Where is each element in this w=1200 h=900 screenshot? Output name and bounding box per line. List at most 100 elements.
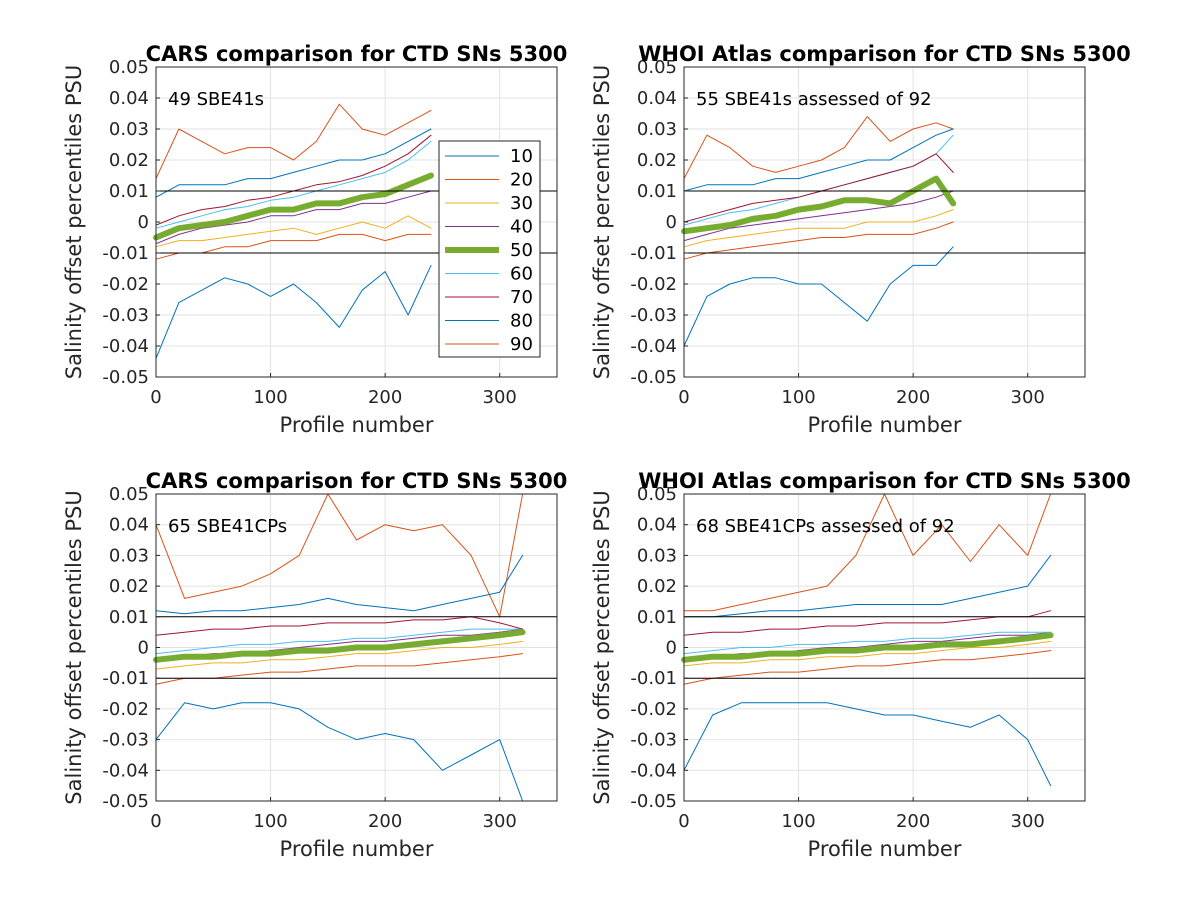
series-line-p60 [155,628,524,655]
panel-4: 0 100 200 300 -0.05 -0.04 -0.03 -0.02 -0.01 0 0.01… [590,469,1131,861]
series-line-p60 [155,140,432,229]
panel-annotation: 68 SBE41CPs assessed of 92 [696,516,955,537]
y-tick-label: -0.01 [102,668,149,689]
x-tick-label: 200 [368,811,402,832]
y-tick-label: -0.04 [630,760,677,781]
y-tick-label: -0.02 [102,699,149,720]
y-tick-label: -0.03 [102,305,149,326]
y-tick-label: 0.01 [637,181,677,202]
y-tick-label: -0.01 [102,243,149,264]
series-line-p80 [683,554,1052,618]
series-line-p60 [683,631,1052,655]
y-tick-label: 0.05 [109,484,149,505]
y-tick-label: 0.01 [637,607,677,628]
y-tick-label: 0.04 [109,515,149,536]
series-line-p10 [683,246,954,347]
y-tick-label: 0 [666,212,677,233]
x-tick-label: 200 [896,811,930,832]
y-tick-label: -0.02 [102,274,149,295]
y-tick-label: 0.02 [637,576,677,597]
legend-label-p90: 90 [510,334,533,355]
series-line-p30 [155,640,524,670]
y-tick-label: -0.03 [102,730,149,751]
y-tick-label: 0.04 [637,88,677,109]
y-tick-label: -0.04 [102,336,149,357]
y-tick-label: -0.04 [102,760,149,781]
y-tick-label: -0.01 [630,243,677,264]
y-tick-label: -0.04 [630,336,677,357]
chart-title: WHOI Atlas comparison for CTD SNs 5300 [638,469,1131,493]
y-tick-label: 0.03 [109,119,149,140]
legend-label-p50: 50 [510,240,533,261]
series-line-p20 [155,493,524,618]
panels: 0 100 200 300-0.05-0.04-0.03-0.02-0.0100.01… [62,42,1131,861]
x-axis-label: Profile number [808,837,962,861]
series-line-p70 [683,610,1052,636]
y-axis-label: Salinity offset percentiles PSU [590,490,614,804]
y-tick-label: 0 [138,638,149,659]
series-line-p40 [155,190,432,245]
x-tick-label: 300 [1011,387,1045,408]
legend-label-p10: 10 [510,146,533,167]
x-tick-label: 100 [253,387,287,408]
x-tick-label: 100 [781,811,815,832]
x-axis-label: Profile number [280,837,434,861]
legend-label-p80: 80 [510,311,533,332]
chart-title: WHOI Atlas comparison for CTD SNs 5300 [638,42,1131,66]
x-tick-label: 200 [896,387,930,408]
y-tick-label: 0.03 [637,119,677,140]
y-tick-label: 0.02 [637,150,677,171]
y-tick-label: 0.05 [637,57,677,78]
legend-label-p40: 40 [510,217,533,238]
x-tick-label: 300 [483,387,517,408]
legend-label-p60: 60 [510,264,533,285]
series-line-p30 [155,215,432,248]
x-tick-label: 300 [483,811,517,832]
series-line-p10 [683,702,1052,787]
series-line-p10 [155,702,524,802]
y-tick-label: -0.02 [630,699,677,720]
series-line-p20 [683,116,954,180]
panel-annotation: 49 SBE41s [168,89,264,110]
y-tick-label: -0.01 [630,668,677,689]
y-tick-label: 0 [138,212,149,233]
y-axis-label: Salinity offset percentiles PSU [62,490,86,804]
series-line-p90 [683,221,954,260]
x-tick-label: 0 [678,387,689,408]
y-tick-label: -0.05 [630,367,677,388]
series-line-p90 [155,653,524,685]
panel-2: 0 100 200 300 -0.05 -0.04 -0.03 -0.02 -0.01 0 0.01… [590,42,1131,437]
series-line-p50 [681,632,1054,663]
y-tick-label: 0 [666,638,677,659]
series-line-p70 [155,616,524,636]
y-tick-label: 0.01 [109,607,149,628]
x-axis-label: Profile number [280,413,434,437]
y-tick-label: 0.04 [109,88,149,109]
y-tick-label: 0.04 [637,515,677,536]
y-tick-label: 0.03 [637,545,677,566]
series-line-p80 [155,128,432,198]
y-tick-label: -0.02 [630,274,677,295]
legend-label-p20: 20 [510,170,533,191]
chart-title: CARS comparison for CTD SNs 5300 [146,469,568,493]
y-tick-label: -0.05 [630,791,677,812]
y-axis-label: Salinity offset percentiles PSU [590,65,614,379]
x-tick-label: 200 [368,387,402,408]
series-line-p40 [683,190,954,242]
series-line-p90 [683,650,1052,685]
series-line-p20 [155,103,432,180]
series-line-p30 [683,209,954,248]
y-tick-label: -0.05 [102,367,149,388]
x-tick-label: 0 [150,811,161,832]
series-line-p80 [683,128,954,192]
series-line-p10 [155,264,432,359]
legend-label-p70: 70 [510,287,533,308]
y-tick-label: 0.05 [637,484,677,505]
series-line-p30 [683,640,1052,667]
y-tick-label: 0.02 [109,576,149,597]
x-tick-label: 0 [678,811,689,832]
panel-annotation: 55 SBE41s assessed of 92 [696,89,932,110]
y-tick-label: -0.05 [102,791,149,812]
